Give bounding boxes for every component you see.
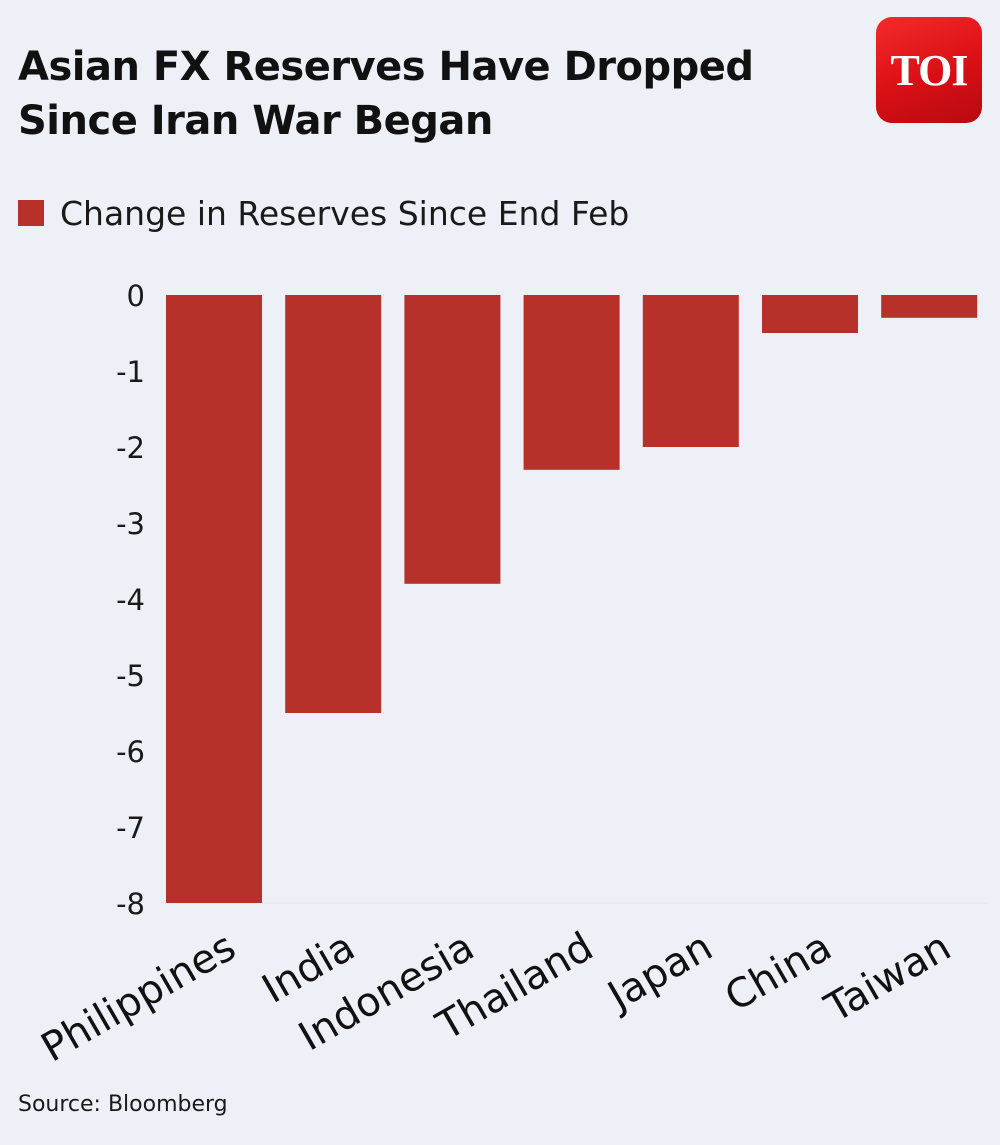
source-note: Source: Bloomberg (18, 1092, 228, 1117)
legend: Change in Reserves Since End Feb (18, 193, 629, 233)
y-tick-label: 0 (127, 279, 145, 313)
y-tick-label: -1 (116, 355, 145, 389)
y-tick-label: -2 (116, 431, 145, 465)
legend-label: Change in Reserves Since End Feb (60, 193, 630, 233)
y-tick-label: -3 (116, 507, 145, 541)
y-tick-label: -6 (116, 735, 145, 769)
y-axis: 0 -1 -2 -3 -4 -5 -6 -7 -8 (116, 279, 988, 921)
bar-india (285, 295, 382, 713)
y-tick-label: -7 (116, 811, 145, 845)
bar-indonesia (404, 295, 501, 584)
bar-china (762, 295, 858, 333)
bar-philippines (166, 295, 262, 903)
bar-japan (642, 295, 739, 447)
legend-swatch (18, 200, 44, 226)
x-tick-label-japan: Japan (598, 924, 720, 1021)
x-tick-label-philippines: Philippines (34, 924, 244, 1072)
x-tick-label-taiwan: Taiwan (817, 924, 959, 1032)
bar-thailand (523, 295, 620, 470)
y-tick-label: -8 (116, 887, 145, 921)
toi-logo: TOI (876, 17, 982, 123)
x-tick-label-china: China (717, 924, 839, 1021)
y-tick-label: -5 (116, 659, 145, 693)
bar-taiwan (881, 295, 978, 318)
y-tick-label: -4 (116, 583, 145, 617)
chart-title: Asian FX Reserves Have Dropped Since Ira… (18, 44, 754, 144)
bars (166, 295, 978, 903)
